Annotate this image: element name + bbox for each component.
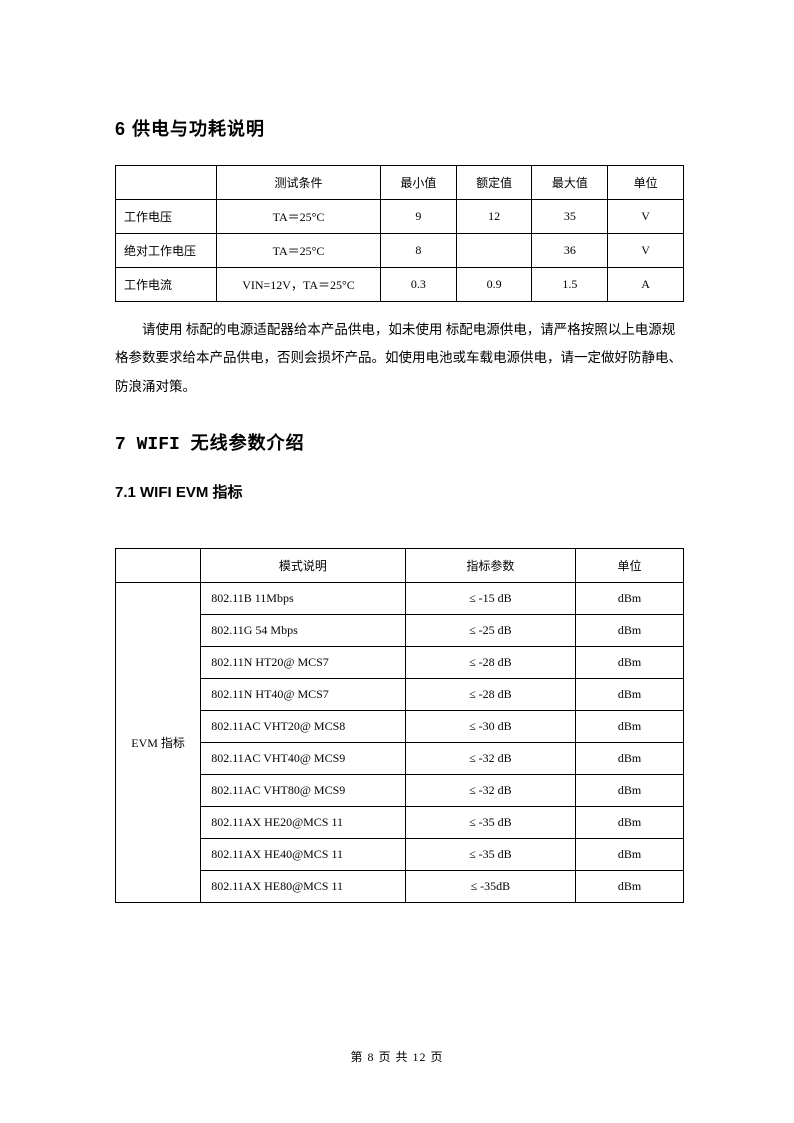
table-cell: dBm: [576, 647, 684, 679]
table-row: 802.11AC VHT40@ MCS9 ≤ -32 dB dBm: [116, 743, 684, 775]
table-cell: 36: [532, 234, 608, 268]
power-spec-table: 测试条件 最小值 额定值 最大值 单位 工作电压 TA＝25°C 9 12 35…: [115, 165, 684, 302]
table-cell: 802.11AX HE20@MCS 11: [201, 807, 405, 839]
table-row: 802.11G 54 Mbps ≤ -25 dB dBm: [116, 615, 684, 647]
table-cell: ≤ -32 dB: [405, 775, 575, 807]
table-header: 额定值: [456, 166, 532, 200]
table-cell: ≤ -28 dB: [405, 647, 575, 679]
table-cell: 12: [456, 200, 532, 234]
table-header: 单位: [608, 166, 684, 200]
table-row: EVM 指标 802.11B 11Mbps ≤ -15 dB dBm: [116, 583, 684, 615]
table-cell: dBm: [576, 839, 684, 871]
table-row: 工作电压 TA＝25°C 9 12 35 V: [116, 200, 684, 234]
table-cell: [456, 234, 532, 268]
table-cell: 9: [381, 200, 457, 234]
table-header: 最小值: [381, 166, 457, 200]
table-cell: 802.11AX HE80@MCS 11: [201, 871, 405, 903]
table-cell: 802.11B 11Mbps: [201, 583, 405, 615]
table-cell: ≤ -28 dB: [405, 679, 575, 711]
table-header: 最大值: [532, 166, 608, 200]
table-cell: 802.11N HT40@ MCS7: [201, 679, 405, 711]
table-cell: 802.11AX HE40@MCS 11: [201, 839, 405, 871]
table-cell: dBm: [576, 743, 684, 775]
table-cell: 802.11N HT20@ MCS7: [201, 647, 405, 679]
table-cell: 8: [381, 234, 457, 268]
section-6-paragraph: 请使用 标配的电源适配器给本产品供电，如未使用 标配电源供电，请严格按照以上电源…: [115, 316, 684, 401]
table-cell: TA＝25°C: [216, 200, 380, 234]
table-cell: dBm: [576, 807, 684, 839]
table-cell: dBm: [576, 871, 684, 903]
table-header: [116, 549, 201, 583]
table-cell: dBm: [576, 583, 684, 615]
table-row: 工作电流 VIN=12V，TA＝25°C 0.3 0.9 1.5 A: [116, 268, 684, 302]
table-row: 802.11AC VHT80@ MCS9 ≤ -32 dB dBm: [116, 775, 684, 807]
evm-spec-table: 模式说明 指标参数 单位 EVM 指标 802.11B 11Mbps ≤ -15…: [115, 548, 684, 903]
evm-row-label: EVM 指标: [116, 583, 201, 903]
section-7-heading-cn: 无线参数介绍: [191, 433, 305, 453]
table-cell: 工作电压: [116, 200, 217, 234]
table-cell: ≤ -30 dB: [405, 711, 575, 743]
table-row: 绝对工作电压 TA＝25°C 8 36 V: [116, 234, 684, 268]
table-cell: ≤ -35 dB: [405, 839, 575, 871]
section-7-1-heading: 7.1 WIFI EVM 指标: [115, 481, 684, 502]
table-row: 802.11AC VHT20@ MCS8 ≤ -30 dB dBm: [116, 711, 684, 743]
table-cell: V: [608, 200, 684, 234]
table-cell: 0.9: [456, 268, 532, 302]
table-cell: dBm: [576, 711, 684, 743]
table-cell: 802.11AC VHT80@ MCS9: [201, 775, 405, 807]
table-row: 802.11AX HE80@MCS 11 ≤ -35dB dBm: [116, 871, 684, 903]
table-cell: 0.3: [381, 268, 457, 302]
table-cell: 802.11AC VHT40@ MCS9: [201, 743, 405, 775]
table-cell: TA＝25°C: [216, 234, 380, 268]
table-cell: 802.11AC VHT20@ MCS8: [201, 711, 405, 743]
table-header-row: 测试条件 最小值 额定值 最大值 单位: [116, 166, 684, 200]
table-header: 测试条件: [216, 166, 380, 200]
table-row: 802.11N HT40@ MCS7 ≤ -28 dB dBm: [116, 679, 684, 711]
table-header-row: 模式说明 指标参数 单位: [116, 549, 684, 583]
table-cell: V: [608, 234, 684, 268]
section-7-heading-pre: 7 WIFI: [115, 435, 191, 455]
table-header: 指标参数: [405, 549, 575, 583]
table-row: 802.11AX HE40@MCS 11 ≤ -35 dB dBm: [116, 839, 684, 871]
table-cell: 工作电流: [116, 268, 217, 302]
table-cell: 1.5: [532, 268, 608, 302]
table-cell: dBm: [576, 615, 684, 647]
page-footer: 第 8 页 共 12 页: [0, 1048, 794, 1065]
table-cell: 35: [532, 200, 608, 234]
table-cell: ≤ -35 dB: [405, 807, 575, 839]
table-cell: ≤ -32 dB: [405, 743, 575, 775]
table-cell: dBm: [576, 775, 684, 807]
table-cell: dBm: [576, 679, 684, 711]
section-6-heading: 6 供电与功耗说明: [115, 115, 684, 141]
table-cell: ≤ -25 dB: [405, 615, 575, 647]
table-cell: VIN=12V，TA＝25°C: [216, 268, 380, 302]
table-cell: 802.11G 54 Mbps: [201, 615, 405, 647]
table-row: 802.11AX HE20@MCS 11 ≤ -35 dB dBm: [116, 807, 684, 839]
table-header: 单位: [576, 549, 684, 583]
table-cell: 绝对工作电压: [116, 234, 217, 268]
table-header: [116, 166, 217, 200]
table-cell: ≤ -15 dB: [405, 583, 575, 615]
table-cell: ≤ -35dB: [405, 871, 575, 903]
section-7-heading: 7 WIFI 无线参数介绍: [115, 429, 684, 455]
table-row: 802.11N HT20@ MCS7 ≤ -28 dB dBm: [116, 647, 684, 679]
table-cell: A: [608, 268, 684, 302]
table-header: 模式说明: [201, 549, 405, 583]
